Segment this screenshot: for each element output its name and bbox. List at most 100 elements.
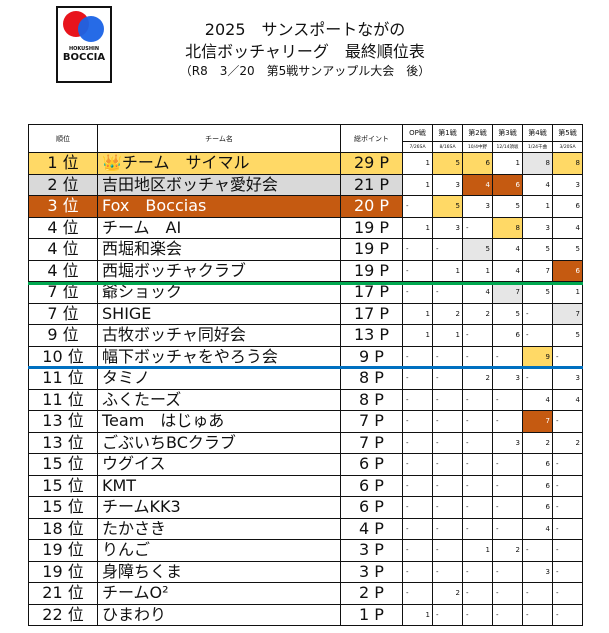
- score-cell: -: [492, 582, 523, 605]
- score-cell: -: [492, 560, 523, 583]
- team-name-cell: ウグイス: [97, 453, 341, 476]
- score-cell: -: [462, 410, 493, 433]
- score-cell: 2: [462, 302, 493, 325]
- score-cell: -: [402, 238, 433, 261]
- score-cell: 2: [492, 539, 523, 562]
- table-row: 18 位たかさき 4 P----4-: [28, 517, 583, 540]
- score-cell: -: [522, 302, 553, 325]
- header-date: 7/26SA: [402, 141, 433, 153]
- table-row: 19 位身障ちくま 3 P----3-: [28, 560, 583, 583]
- header-rank: 順位: [28, 124, 98, 153]
- title-line2: 北信ボッチャリーグ 最終順位表: [185, 42, 425, 61]
- table-row: 15 位チームKK3 6 P----6-: [28, 496, 583, 519]
- header-date: 1/24千曲: [522, 141, 553, 153]
- points-cell: 9 P: [340, 345, 403, 368]
- score-cell: -: [432, 345, 463, 368]
- header-round: 第3戦: [492, 124, 523, 142]
- score-cell: -: [492, 453, 523, 476]
- rank-cell: 22 位: [28, 603, 98, 626]
- score-cell: 1: [522, 195, 553, 218]
- score-cell: 6: [462, 152, 493, 175]
- table-row: 10 位幅下ボッチャをやろう会 9 P----9-: [28, 345, 583, 368]
- score-cell: 7: [492, 281, 523, 304]
- score-cell: -: [432, 453, 463, 476]
- title-line3: （R8 3／20 第5戦サンアップル大会 後）: [179, 64, 431, 78]
- rank-cell: 4 位: [28, 238, 98, 261]
- score-cell: 3: [552, 173, 583, 196]
- header-date: 3/20SA: [552, 141, 583, 153]
- team-name-cell: チームO²: [97, 582, 341, 605]
- score-cell: -: [402, 517, 433, 540]
- score-cell: 4: [492, 259, 523, 282]
- score-cell: 4: [522, 173, 553, 196]
- score-cell: -: [402, 582, 433, 605]
- score-cell: -: [402, 539, 433, 562]
- score-cell: 5: [552, 238, 583, 261]
- score-cell: 1: [402, 324, 433, 347]
- team-name-cell: ひまわり: [97, 603, 341, 626]
- rank-cell: 19 位: [28, 539, 98, 562]
- score-cell: -: [552, 539, 583, 562]
- points-cell: 6 P: [340, 453, 403, 476]
- points-cell: 4 P: [340, 517, 403, 540]
- score-cell: 2: [432, 302, 463, 325]
- points-cell: 20 P: [340, 195, 403, 218]
- score-cell: -: [432, 388, 463, 411]
- logo-line1: HOKUSHIN: [68, 46, 100, 52]
- score-cell: 5: [432, 195, 463, 218]
- score-cell: -: [402, 474, 433, 497]
- header-date: 10/4中野: [462, 141, 493, 153]
- boccia-logo: HOKUSHIN BOCCIA: [56, 6, 112, 83]
- points-cell: 2 P: [340, 582, 403, 605]
- rank-cell: 3 位: [28, 195, 98, 218]
- score-cell: 4: [522, 517, 553, 540]
- team-name-cell: チーム AI: [97, 216, 341, 239]
- score-cell: -: [402, 431, 433, 454]
- score-cell: -: [432, 238, 463, 261]
- rank-cell: 4 位: [28, 216, 98, 239]
- blue-ball-icon: [78, 16, 104, 42]
- score-cell: -: [432, 431, 463, 454]
- team-name-cell: 身障ちくま: [97, 560, 341, 583]
- rank-cell: 15 位: [28, 496, 98, 519]
- score-cell: 7: [552, 302, 583, 325]
- score-cell: 1: [402, 216, 433, 239]
- points-cell: 19 P: [340, 238, 403, 261]
- score-cell: -: [432, 410, 463, 433]
- score-cell: -: [462, 388, 493, 411]
- score-cell: 1: [402, 173, 433, 196]
- table-row: 15 位 KMT 6 P----6-: [28, 474, 583, 497]
- logo-text: HOKUSHIN BOCCIA: [58, 46, 110, 63]
- score-cell: -: [462, 517, 493, 540]
- score-cell: 5: [492, 302, 523, 325]
- score-cell: 1: [402, 603, 433, 626]
- points-cell: 13 P: [340, 324, 403, 347]
- points-cell: 19 P: [340, 216, 403, 239]
- header-team: チーム名: [97, 124, 341, 153]
- rank-cell: 11 位: [28, 388, 98, 411]
- score-cell: 6: [552, 259, 583, 282]
- score-cell: 3: [462, 195, 493, 218]
- score-cell: 8: [522, 152, 553, 175]
- points-cell: 8 P: [340, 367, 403, 390]
- score-cell: -: [552, 582, 583, 605]
- score-cell: -: [402, 195, 433, 218]
- header-date: 8/16SA: [432, 141, 463, 153]
- green-cutoff-line: [28, 282, 583, 285]
- score-cell: -: [522, 324, 553, 347]
- team-name-cell: 西堀和楽会: [97, 238, 341, 261]
- header-round: OP戦: [402, 124, 433, 142]
- score-cell: 4: [462, 173, 493, 196]
- score-cell: -: [492, 496, 523, 519]
- score-cell: 5: [522, 238, 553, 261]
- score-cell: 3: [522, 216, 553, 239]
- score-cell: 1: [432, 324, 463, 347]
- score-cell: -: [432, 517, 463, 540]
- score-cell: -: [552, 474, 583, 497]
- score-cell: 2: [522, 431, 553, 454]
